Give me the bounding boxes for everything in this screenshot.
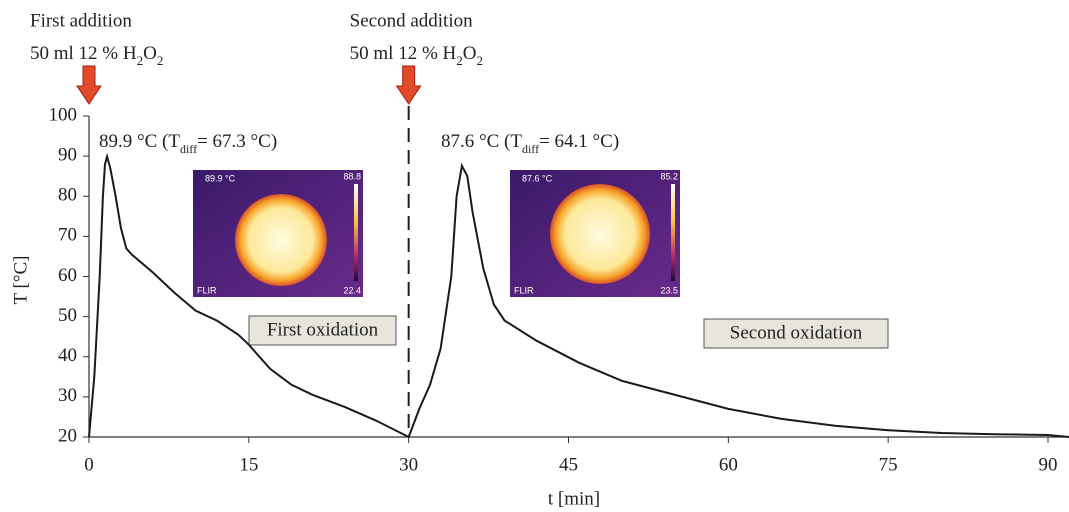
temperature-line (88, 152, 1069, 439)
addition-dose-part: O (463, 43, 477, 64)
thermal-max: 85.2 (660, 171, 678, 181)
y-tick-label: 100 (49, 104, 78, 125)
addition-dose-part: 2 (157, 53, 164, 68)
addition-dose-part: 2 (477, 53, 484, 68)
thermal-readout: 89.9 °C (205, 173, 236, 183)
x-tick-label: 45 (559, 454, 578, 475)
x-tick-label: 15 (239, 454, 258, 475)
peak-label: 89.9 °C (Tdiff= 67.3 °C) (99, 131, 277, 155)
phase-label: Second oxidation (730, 322, 863, 343)
y-tick-label: 30 (58, 385, 77, 406)
phase-label: First oxidation (267, 319, 379, 340)
thermal-scale (354, 184, 358, 281)
peak-label-part: diff (522, 142, 539, 156)
thermal-brand: FLIR (514, 285, 534, 295)
addition-dose: 50 ml 12 % H2O2 (30, 43, 163, 68)
y-axis-label: T [°C] (10, 256, 31, 305)
addition-arrow (76, 65, 102, 105)
x-tick-label: 60 (719, 454, 738, 475)
addition-dose: 50 ml 12 % H2O2 (350, 43, 483, 68)
y-tick-label: 50 (58, 305, 77, 326)
thermal-readout: 87.6 °C (522, 173, 553, 183)
addition-dose-part: 50 ml 12 % H (350, 43, 457, 64)
thermal-min: 22.4 (343, 285, 361, 295)
phase-box (703, 318, 889, 349)
y-tick-label: 70 (58, 225, 77, 246)
addition-dose-part: O (143, 43, 157, 64)
y-tick-label: 60 (58, 265, 77, 286)
phase-box (248, 315, 397, 346)
peak-label-part: diff (180, 142, 197, 156)
addition-dose-part: 2 (137, 53, 144, 68)
x-tick-label: 90 (1039, 454, 1058, 475)
thermal-spot (550, 184, 650, 284)
y-tick-label: 40 (58, 345, 77, 366)
x-tick-label: 75 (879, 454, 898, 475)
peak-label-part: = 64.1 °C) (539, 131, 619, 152)
x-tick-label: 0 (84, 454, 94, 475)
addition-dose-part: 50 ml 12 % H (30, 43, 137, 64)
x-tick-label: 30 (399, 454, 418, 475)
thermal-scale (671, 184, 675, 281)
addition-title: First addition (30, 10, 132, 31)
y-tick-label: 80 (58, 185, 77, 206)
peak-label-part: 87.6 °C (T (441, 131, 522, 152)
peak-label: 87.6 °C (Tdiff= 64.1 °C) (441, 131, 619, 155)
addition-title: Second addition (350, 10, 473, 31)
thermal-spot (235, 194, 327, 286)
y-tick-label: 90 (58, 144, 77, 165)
peak-label-part: = 67.3 °C) (197, 131, 277, 152)
thermal-min: 23.5 (660, 285, 678, 295)
thermal-brand: FLIR (197, 285, 217, 295)
x-axis-label: t [min] (548, 488, 600, 509)
peak-label-part: 89.9 °C (T (99, 131, 180, 152)
addition-dose-part: 2 (456, 53, 463, 68)
addition-arrow (395, 65, 422, 105)
y-tick-label: 20 (58, 425, 77, 446)
thermal-max: 88.8 (343, 171, 361, 181)
